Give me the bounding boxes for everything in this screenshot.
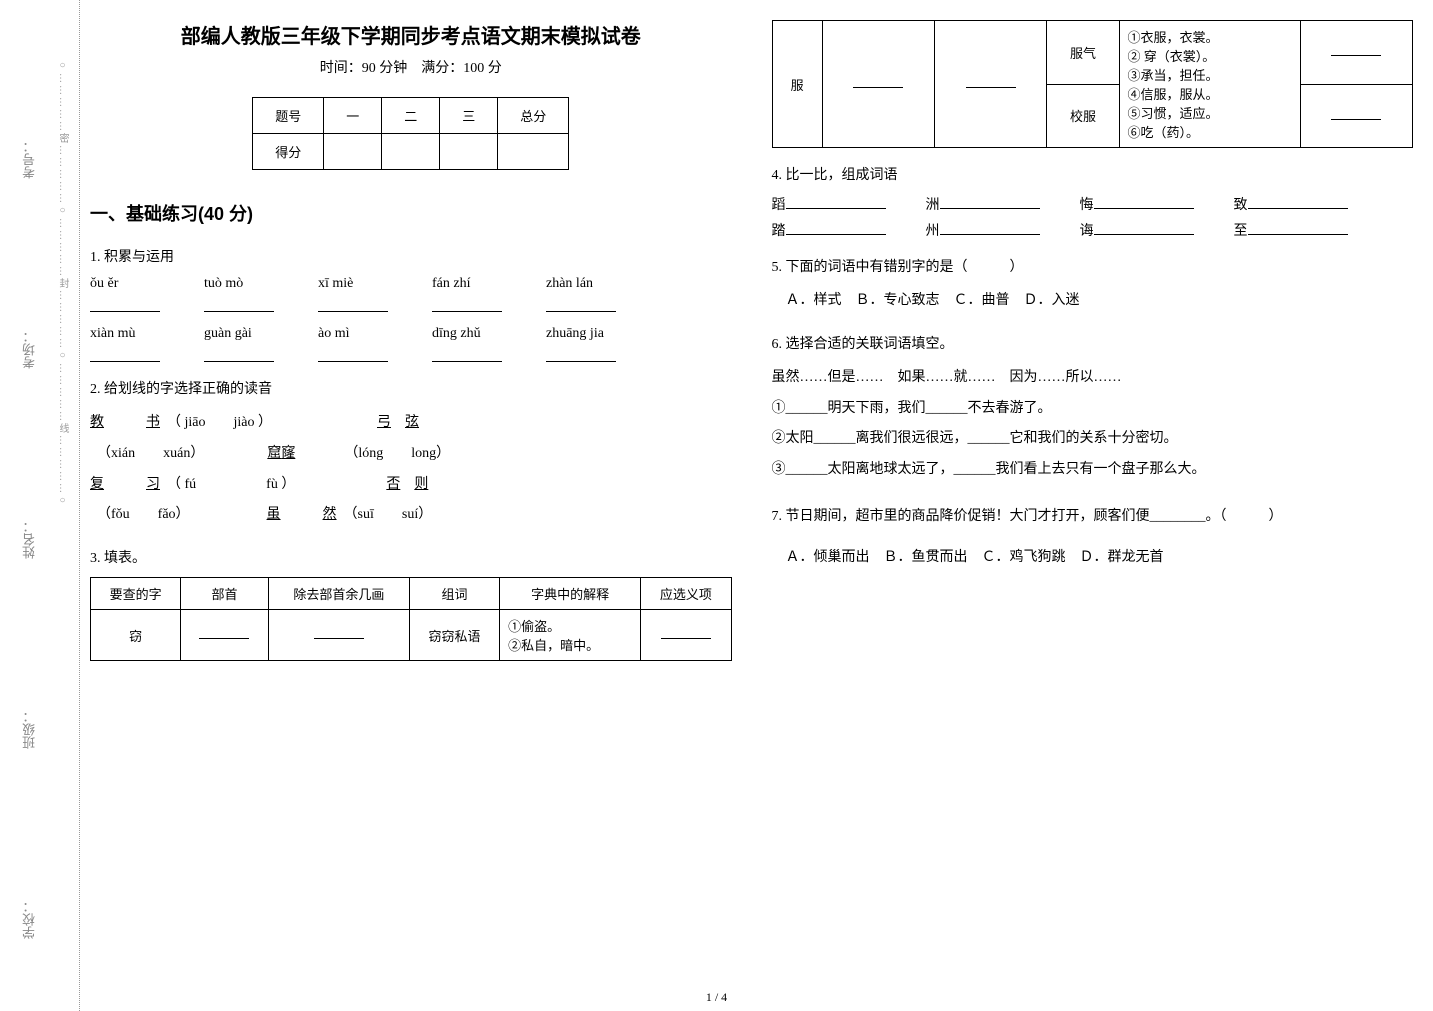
q4-r1-3: 致	[1234, 194, 1348, 214]
q4-r2-3: 至	[1234, 220, 1348, 240]
binding-cutline: ○……………密……………○……………封……………○……………线……………○	[55, 60, 70, 508]
q3-r1-b1[interactable]	[822, 21, 934, 148]
q3-r1-b3a[interactable]	[1300, 21, 1412, 85]
q3-r0-b2[interactable]	[268, 610, 409, 661]
q3-h3: 组词	[409, 578, 499, 610]
q4-r1-1: 洲	[926, 194, 1040, 214]
q3-h4: 字典中的解释	[500, 578, 641, 610]
q2-label: 2. 给划线的字选择正确的读音	[90, 378, 732, 398]
q3-r1-defs: ①衣服，衣裳。② 穿（衣裳）。③承当，担任。④信服，服从。⑤习惯，适应。⑥吃（药…	[1119, 21, 1300, 148]
q3-h5: 应选义项	[641, 578, 731, 610]
binding-label-class: 班级：	[20, 710, 39, 749]
q4-r1-2: 悔	[1080, 194, 1194, 214]
q4-r1-0: 蹈	[772, 194, 886, 214]
q3-r0-b3[interactable]	[641, 610, 731, 661]
right-column: 服 服气 ①衣服，衣裳。② 穿（衣裳）。③承当，担任。④信服，服从。⑤习惯，适应…	[772, 20, 1414, 991]
q7-label: 7. 节日期间，超市里的商品降价促销！大门才打开，顾客们便________。（ …	[772, 502, 1414, 533]
q6-l2: ②太阳______离我们很远很远，______它和我们的关系十分密切。	[772, 424, 1414, 455]
q3-h0: 要查的字	[91, 578, 181, 610]
q1-p2-3: dīng zhǔ	[432, 326, 502, 342]
q5-opts: Ａ．样式 Ｂ．专心致志 Ｃ．曲普 Ｄ．入迷	[786, 286, 1414, 317]
q4-r2-1: 州	[926, 220, 1040, 240]
q3-r1-word-top: 服气	[1047, 21, 1119, 85]
score-row-label: 得分	[253, 134, 324, 170]
q1-b1-1[interactable]	[204, 296, 274, 312]
q3-r1-b3b[interactable]	[1300, 84, 1412, 148]
q7-opts: Ａ．倾巢而出 Ｂ．鱼贯而出 Ｃ．鸡飞狗跳 Ｄ．群龙无首	[786, 543, 1414, 574]
q6-conj: 虽然……但是…… 如果……就…… 因为……所以……	[772, 363, 1414, 394]
binding-label-name: 姓名：	[20, 520, 39, 559]
q1-blank-row-1	[90, 296, 732, 312]
q4-label: 4. 比一比，组成词语	[772, 164, 1414, 184]
q3-label: 3. 填表。	[90, 547, 732, 567]
q4-r2-0: 踏	[772, 220, 886, 240]
section-1-heading: 一、基础练习(40 分)	[90, 200, 732, 226]
score-th-0: 题号	[253, 98, 324, 134]
q1-b1-2[interactable]	[318, 296, 388, 312]
q1-b2-2[interactable]	[318, 346, 388, 362]
q1-b1-4[interactable]	[546, 296, 616, 312]
score-th-4: 总分	[498, 98, 569, 134]
binding-label-room: 考场：	[20, 330, 39, 369]
q4-row-2: 踏 州 诲 至	[772, 220, 1414, 240]
q3-r0-defs: ①偷盗。②私自，暗中。	[500, 610, 641, 661]
q1-p1-1: tuò mò	[204, 276, 274, 292]
q1-p2-1: guàn gài	[204, 326, 274, 342]
q1-blank-row-2	[90, 346, 732, 362]
q1-p1-0: ǒu ěr	[90, 276, 160, 292]
score-table: 题号 一 二 三 总分 得分	[252, 97, 569, 170]
binding-margin: 学校： 班级： 姓名： 考场： 考号： ○……………密……………○……………封……	[0, 0, 80, 1011]
q1-b2-0[interactable]	[90, 346, 160, 362]
q1-p1-3: fán zhí	[432, 276, 502, 292]
q4-row-1: 蹈 洲 悔 致	[772, 194, 1414, 214]
page-body: 部编人教版三年级下学期同步考点语文期末模拟试卷 时间：90 分钟 满分：100 …	[90, 20, 1413, 991]
score-blank-4[interactable]	[498, 134, 569, 170]
q2-content: 教 书 （ jiāo jiào ） 弓 弦 （xián xuán） 窟窿 （ló…	[90, 408, 732, 531]
q4-r2-2: 诲	[1080, 220, 1194, 240]
score-blank-3[interactable]	[440, 134, 498, 170]
q3-r1-b2[interactable]	[935, 21, 1047, 148]
q3-table-continued: 服 服气 ①衣服，衣裳。② 穿（衣裳）。③承当，担任。④信服，服从。⑤习惯，适应…	[772, 20, 1414, 148]
q1-p2-2: ào mì	[318, 326, 388, 342]
q1-b2-4[interactable]	[546, 346, 616, 362]
q3-table: 要查的字 部首 除去部首余几画 组词 字典中的解释 应选义项 窃 窃窃私语 ①偷…	[90, 577, 732, 661]
q3-h1: 部首	[181, 578, 269, 610]
q1-b1-0[interactable]	[90, 296, 160, 312]
score-th-1: 一	[324, 98, 382, 134]
q1-b2-1[interactable]	[204, 346, 274, 362]
q2-i0-u: 教	[90, 415, 104, 430]
q3-r0-char: 窃	[91, 610, 181, 661]
q3-h2: 除去部首余几画	[268, 578, 409, 610]
q5-label: 5. 下面的词语中有错别字的是（ ）	[772, 256, 1414, 276]
q3-r0-word: 窃窃私语	[409, 610, 499, 661]
q1-p2-0: xiàn mù	[90, 326, 160, 342]
score-th-3: 三	[440, 98, 498, 134]
left-column: 部编人教版三年级下学期同步考点语文期末模拟试卷 时间：90 分钟 满分：100 …	[90, 20, 732, 991]
q1-p2-4: zhuāng jia	[546, 326, 616, 342]
q1-p1-4: zhàn lán	[546, 276, 616, 292]
q3-r0-b1[interactable]	[181, 610, 269, 661]
score-blank-2[interactable]	[382, 134, 440, 170]
q6-label: 6. 选择合适的关联词语填空。	[772, 333, 1414, 353]
q1-p1-2: xī miè	[318, 276, 388, 292]
binding-label-school: 学校：	[20, 900, 39, 939]
paper-subtitle: 时间：90 分钟 满分：100 分	[90, 57, 732, 77]
page-number: 1 / 4	[706, 990, 727, 1005]
q3-r1-word-bot: 校服	[1047, 84, 1119, 148]
q6-l3: ③______太阳离地球太远了，______我们看上去只有一个盘子那么大。	[772, 455, 1414, 486]
q1-pinyin-row-2: xiàn mù guàn gài ào mì dīng zhǔ zhuāng j…	[90, 326, 732, 342]
q3-r1-char: 服	[772, 21, 822, 148]
q1-pinyin-row-1: ǒu ěr tuò mò xī miè fán zhí zhàn lán	[90, 276, 732, 292]
paper-title: 部编人教版三年级下学期同步考点语文期末模拟试卷	[90, 20, 732, 49]
score-th-2: 二	[382, 98, 440, 134]
q1-label: 1. 积累与运用	[90, 246, 732, 266]
score-blank-1[interactable]	[324, 134, 382, 170]
binding-label-id: 考号：	[20, 140, 39, 179]
q1-b1-3[interactable]	[432, 296, 502, 312]
q1-b2-3[interactable]	[432, 346, 502, 362]
q6-l1: ①______明天下雨，我们______不去春游了。	[772, 394, 1414, 425]
